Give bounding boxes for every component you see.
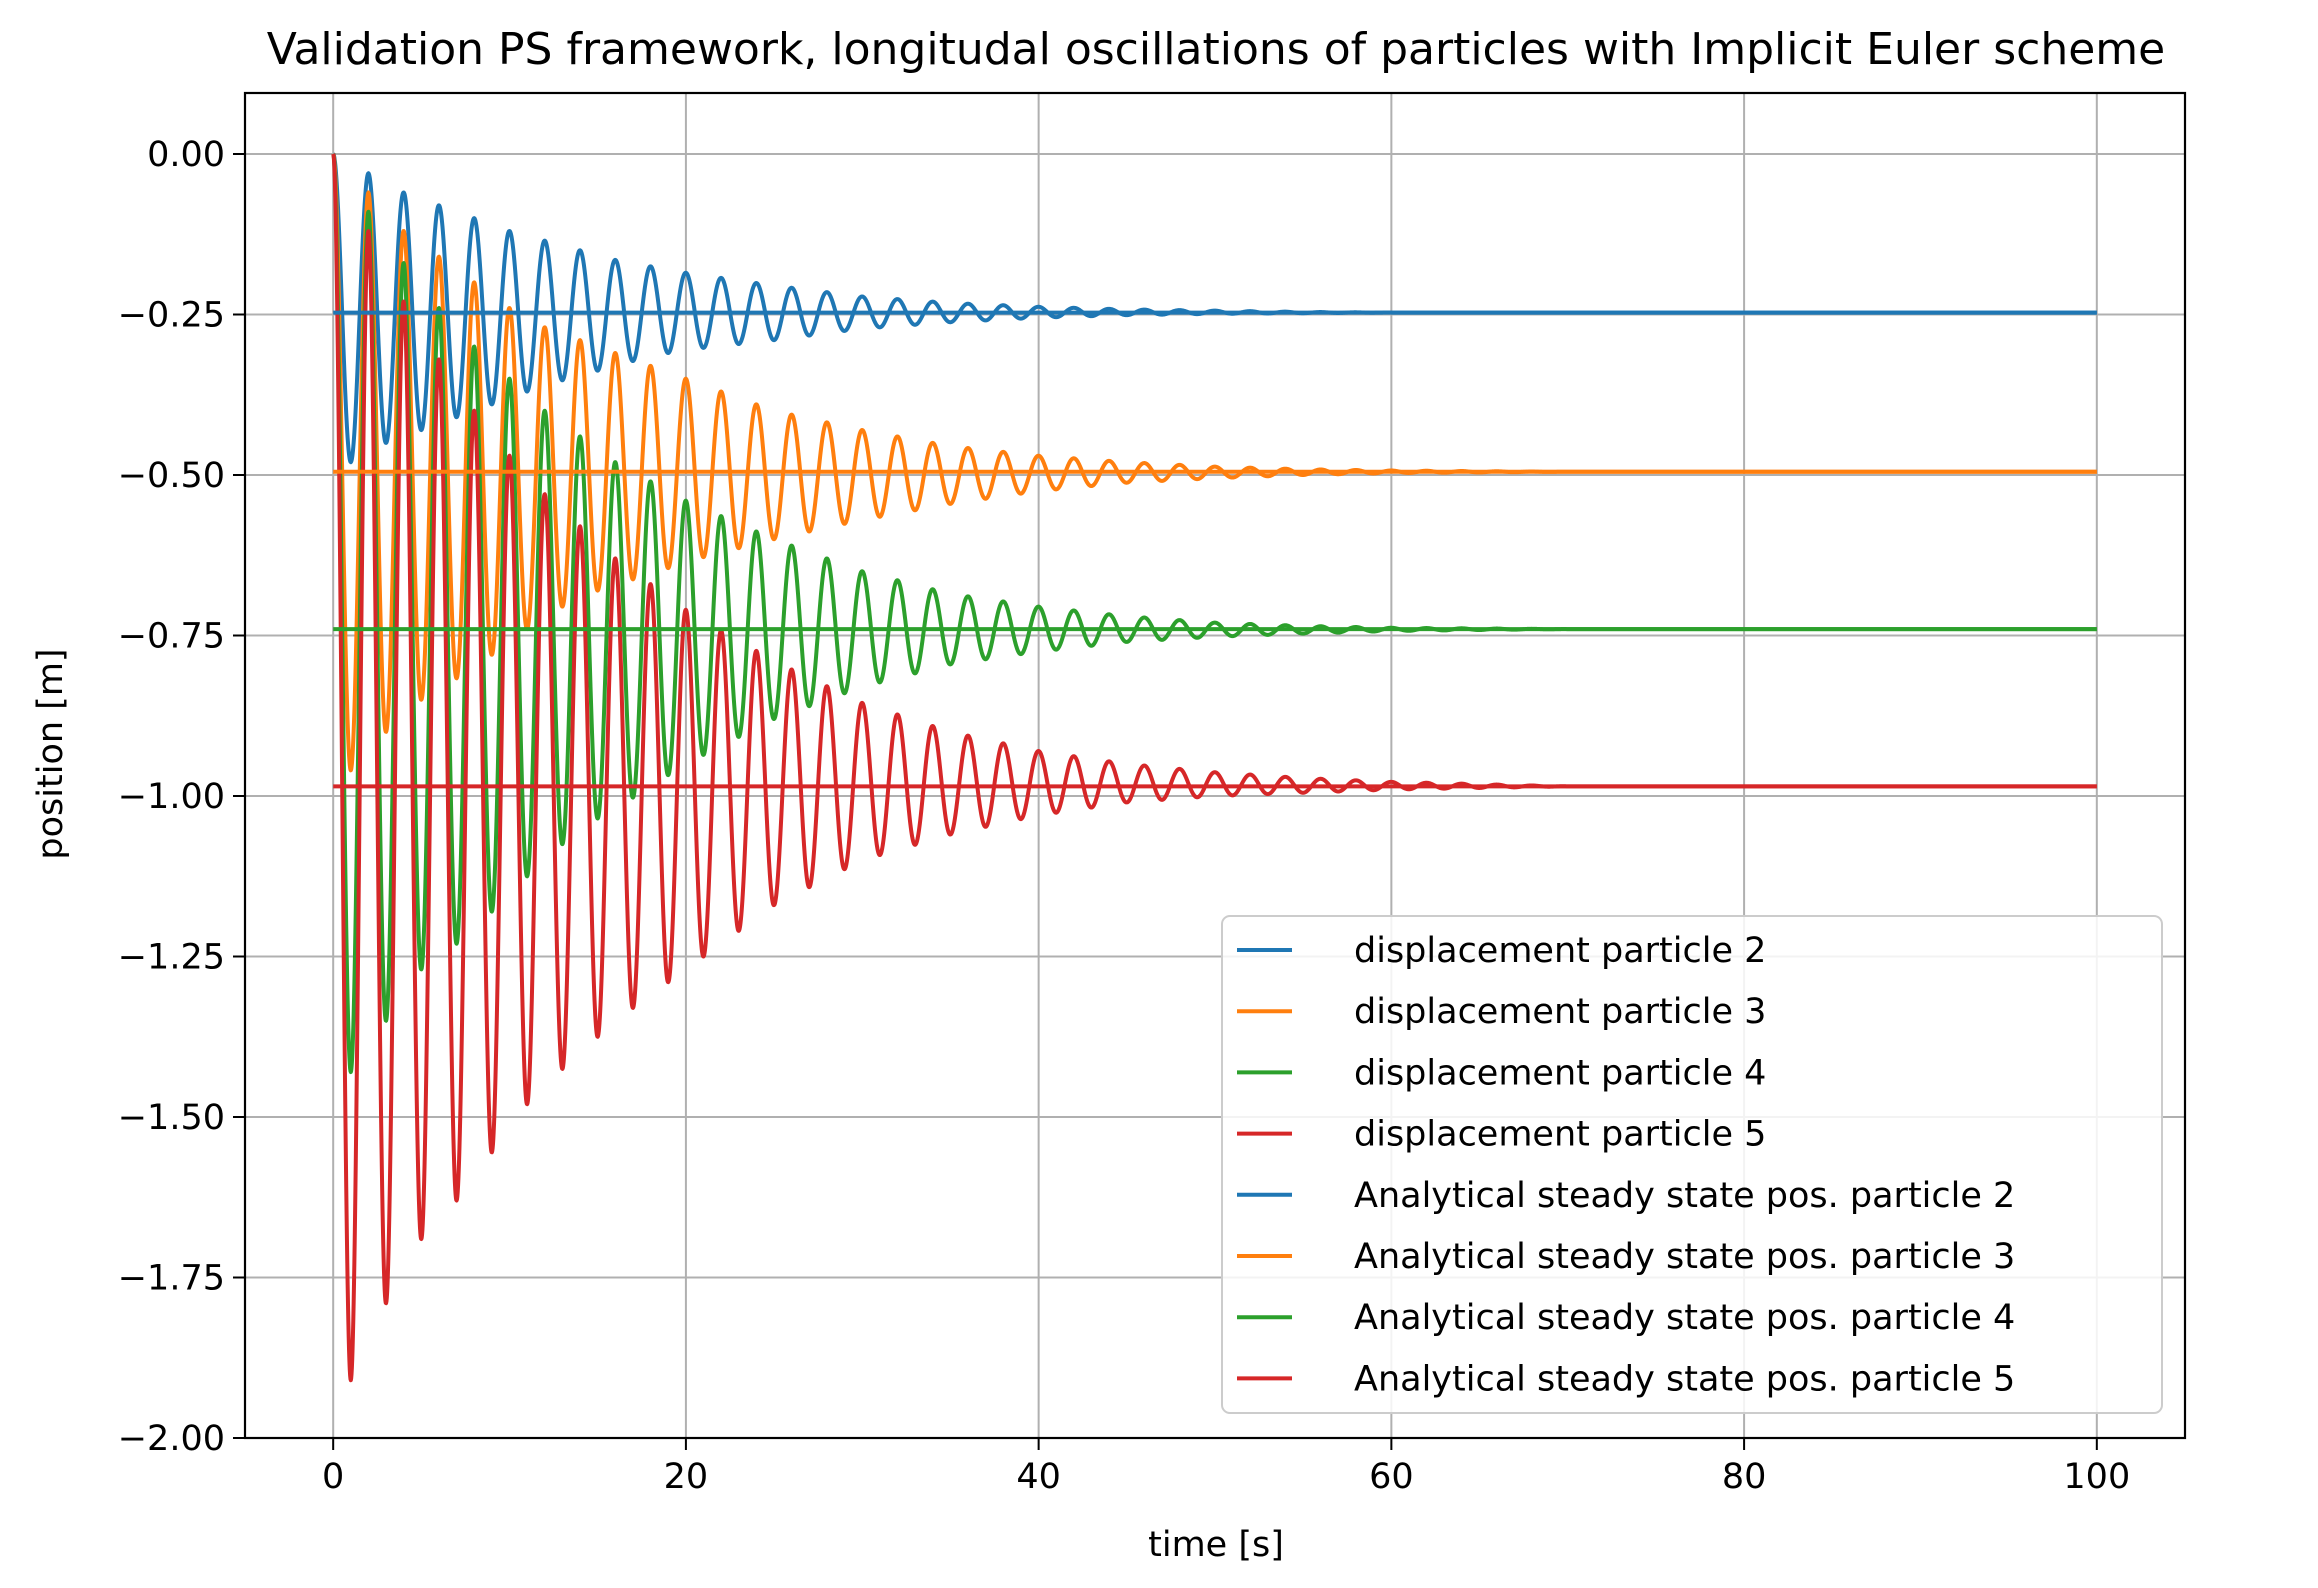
y-tick-label: −1.00 bbox=[118, 777, 225, 817]
legend-label: displacement particle 4 bbox=[1354, 1053, 1766, 1093]
y-tick-label: −0.50 bbox=[118, 456, 225, 496]
x-tick-label: 40 bbox=[1016, 1457, 1061, 1497]
y-tick-label: −1.50 bbox=[118, 1098, 225, 1138]
legend-box bbox=[1221, 915, 2163, 1414]
legend-label: displacement particle 3 bbox=[1354, 992, 1766, 1032]
y-axis-ticks: 0.00 −0.25 −0.50 −0.75 −1.00 −1.25 −1.50 −1.75 −… bbox=[118, 135, 245, 1459]
x-tick-label: 100 bbox=[2063, 1457, 2130, 1497]
y-tick-label: −1.75 bbox=[118, 1258, 225, 1298]
legend-label: Analytical steady state pos. particle 5 bbox=[1354, 1359, 2015, 1399]
axes-frame bbox=[243, 91, 2187, 1440]
legend-label: displacement particle 5 bbox=[1354, 1115, 1766, 1155]
y-tick-label: −0.25 bbox=[118, 295, 225, 335]
legend: displacement particle 2 displacement part… bbox=[1221, 915, 2163, 1414]
y-axis-label: position [m] bbox=[31, 648, 71, 859]
y-tick-label: −0.75 bbox=[118, 616, 225, 656]
legend-label: Analytical steady state pos. particle 3 bbox=[1354, 1237, 2015, 1277]
x-tick-label: 0 bbox=[322, 1457, 344, 1497]
x-tick-label: 20 bbox=[664, 1457, 709, 1497]
legend-label: Analytical steady state pos. particle 4 bbox=[1354, 1298, 2015, 1338]
legend-label: displacement particle 2 bbox=[1354, 931, 1766, 971]
x-axis-label: time [s] bbox=[1148, 1525, 1284, 1565]
x-axis-ticks: 0 20 40 60 80 100 bbox=[322, 1438, 2130, 1497]
legend-label: Analytical steady state pos. particle 2 bbox=[1354, 1176, 2015, 1216]
y-tick-label: −1.25 bbox=[118, 937, 225, 977]
chart-title: Validation PS framework, longitudal osci… bbox=[267, 24, 2165, 75]
y-tick-label: 0.00 bbox=[147, 135, 225, 175]
y-tick-label: −2.00 bbox=[118, 1419, 225, 1459]
x-tick-label: 80 bbox=[1722, 1457, 1767, 1497]
x-tick-label: 60 bbox=[1369, 1457, 1414, 1497]
plot-lines bbox=[331, 152, 2099, 1383]
